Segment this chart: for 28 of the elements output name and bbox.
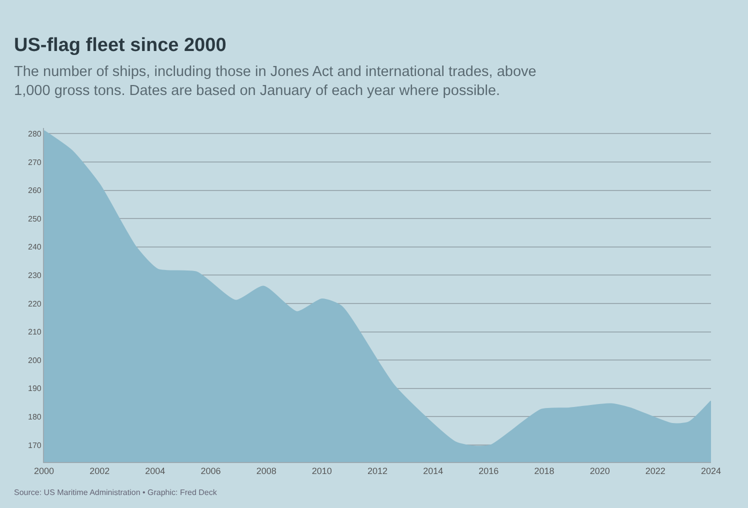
x-tick-label: 2012 bbox=[367, 466, 388, 476]
source-note: Source: US Maritime Administration • Graphic: Fred Deck bbox=[14, 488, 218, 497]
x-tick-label: 2002 bbox=[90, 466, 110, 476]
x-tick-label: 2000 bbox=[34, 466, 54, 476]
x-tick-label: 2014 bbox=[423, 466, 444, 476]
x-tick-label: 2010 bbox=[312, 466, 332, 476]
y-tick-label: 200 bbox=[28, 356, 42, 365]
x-tick-label: 2020 bbox=[590, 466, 610, 476]
y-tick-label: 210 bbox=[28, 328, 42, 337]
x-tick-label: 2006 bbox=[200, 466, 221, 476]
y-tick-label: 260 bbox=[28, 186, 42, 196]
x-tick-label: 2008 bbox=[256, 466, 276, 476]
y-tick-label: 270 bbox=[28, 158, 42, 167]
y-tick-label: 230 bbox=[28, 270, 42, 280]
y-tick-label: 190 bbox=[28, 384, 42, 394]
y-tick-label: 280 bbox=[28, 129, 42, 138]
x-tick-label: 2024 bbox=[700, 466, 722, 476]
x-tick-label: 2016 bbox=[478, 466, 499, 476]
x-tick-label: 2004 bbox=[145, 466, 166, 476]
chart-title: US-flag fleet since 2000 bbox=[14, 35, 226, 56]
x-tick-label: 2022 bbox=[645, 466, 666, 476]
y-tick-label: 180 bbox=[28, 412, 42, 422]
y-tick-label: 250 bbox=[28, 214, 42, 224]
y-tick-label: 170 bbox=[28, 440, 42, 450]
chart-subtitle: The number of ships, including those in Jones Act and international trades, above 1,000 gross tons. Dates are based on January of each year where possible. bbox=[14, 64, 536, 99]
x-tick-label: 2018 bbox=[534, 466, 554, 476]
y-tick-label: 220 bbox=[28, 299, 42, 308]
y-tick-label: 240 bbox=[28, 242, 42, 252]
